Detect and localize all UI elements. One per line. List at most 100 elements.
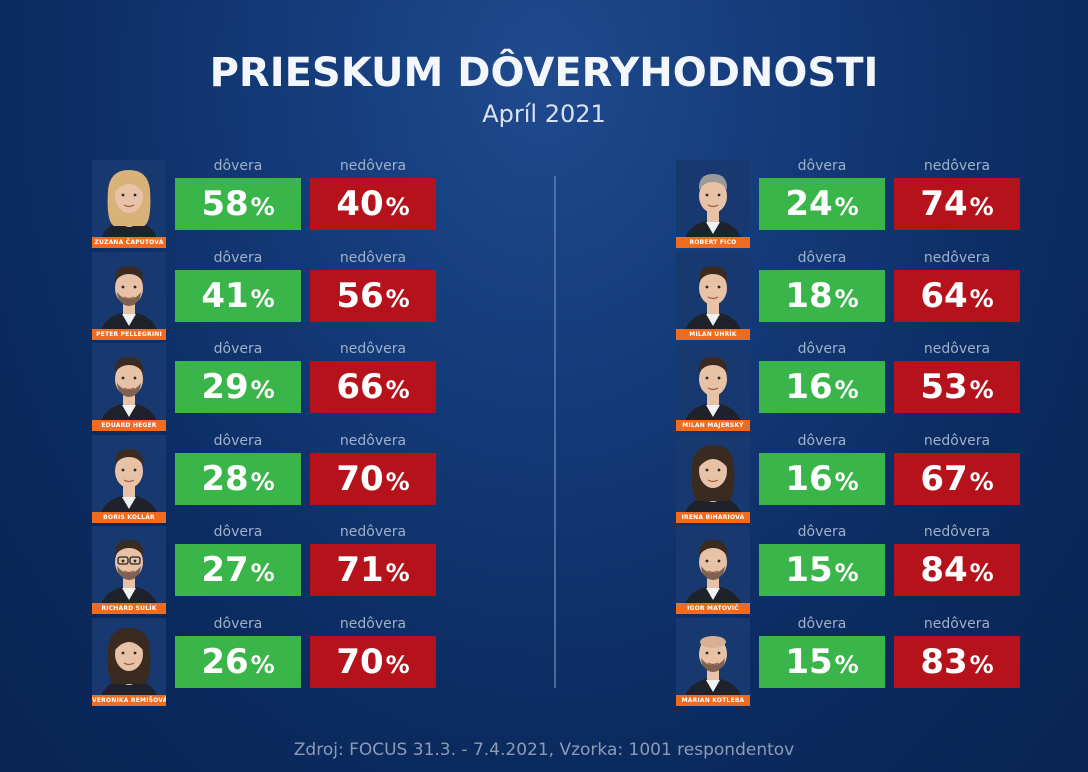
percent-sign: % [834, 650, 859, 679]
name-tag: RICHARD SULÍK [92, 603, 166, 614]
name-tag: MILAN UHRÍK [676, 328, 750, 340]
name-tag: ZUZANA ČAPUTOVÁ [92, 237, 166, 248]
distrust-value: 70 [336, 458, 384, 499]
trust-value: 18 [785, 275, 833, 316]
percent-sign: % [250, 284, 275, 313]
trust-label: dôvera [797, 615, 847, 632]
trust-value: 41 [201, 275, 249, 316]
man-beard-icon: EDUARD HEGER [92, 343, 166, 431]
trust-value-box: 15% [759, 544, 885, 596]
trust-value-box: 16% [759, 452, 885, 505]
distrust-value: 74 [920, 184, 968, 224]
man-portrait-icon: MILAN MAJERSKÝ [676, 343, 750, 431]
distrust-value: 40 [336, 184, 384, 224]
percent-sign: % [385, 650, 410, 679]
percent-sign: % [969, 650, 994, 679]
trust-value: 29 [201, 367, 249, 407]
table-row: ROBERT FICO dôvera nedôvera 24% 74% [676, 158, 1036, 250]
distrust-label: nedôvera [923, 158, 991, 174]
table-row: IRENA BIHARIOVÁ dôvera nedôvera 16% 67% [676, 433, 1036, 525]
distrust-value: 56 [336, 275, 384, 316]
right-column: ROBERT FICO dôvera nedôvera 24% 74% MILAN UHR… [676, 158, 1036, 707]
trust-value-box: 27% [175, 544, 301, 596]
percent-sign: % [969, 376, 994, 404]
percent-sign: % [385, 376, 410, 404]
percent-sign: % [385, 284, 410, 313]
percent-sign: % [834, 284, 859, 313]
table-row: MILAN MAJERSKÝ dôvera nedôvera 16% 53% [676, 341, 1036, 433]
trust-label: dôvera [797, 432, 847, 449]
distrust-label: nedôvera [923, 524, 991, 540]
table-row: MILAN UHRÍK dôvera nedôvera 18% 64% [676, 250, 1036, 342]
distrust-value-box: 70% [310, 635, 436, 688]
distrust-value-box: 53% [894, 361, 1020, 413]
percent-sign: % [250, 193, 275, 221]
table-row: BORIS KOLLÁR dôvera nedôvera 28% 70% [92, 433, 452, 525]
distrust-label: nedôvera [923, 341, 991, 357]
distrust-value-box: 40% [310, 178, 436, 230]
distrust-value: 67 [920, 458, 968, 499]
distrust-value-box: 71% [310, 544, 436, 596]
trust-value-box: 58% [175, 178, 301, 230]
name-tag: BORIS KOLLÁR [92, 511, 166, 523]
distrust-label: nedôvera [923, 615, 991, 632]
name-tag: ROBERT FICO [676, 237, 750, 248]
percent-sign: % [250, 559, 275, 587]
chart-title: PRIESKUM DÔVERYHODNOSTI [209, 50, 879, 96]
table-row: RICHARD SULÍK dôvera nedôvera 27% 71% [92, 524, 452, 616]
trust-value-box: 16% [759, 361, 885, 413]
distrust-value: 83 [920, 641, 968, 682]
distrust-value: 84 [920, 550, 968, 590]
source-note: Zdroj: FOCUS 31.3. - 7.4.2021, Vzorka: 1… [293, 740, 795, 760]
trust-value: 16 [785, 458, 833, 499]
chart-subtitle: Apríl 2021 [482, 100, 606, 128]
percent-sign: % [969, 193, 994, 221]
man-bald-icon: MARIAN KOTLEBA [676, 617, 750, 706]
name-tag: IRENA BIHARIOVÁ [676, 511, 750, 523]
distrust-label: nedôvera [339, 341, 407, 357]
trust-value-box: 41% [175, 269, 301, 322]
trust-label: dôvera [213, 249, 263, 266]
table-row: IGOR MATOVIČ dôvera nedôvera 15% 84% [676, 524, 1036, 616]
percent-sign: % [250, 467, 275, 496]
trust-label: dôvera [213, 615, 263, 632]
distrust-value-box: 56% [310, 269, 436, 322]
distrust-value-box: 74% [894, 178, 1020, 230]
name-tag: MILAN MAJERSKÝ [676, 420, 750, 431]
woman-dark-hair-icon: IRENA BIHARIOVÁ [676, 434, 750, 523]
trust-label: dôvera [797, 158, 847, 174]
distrust-value-box: 64% [894, 269, 1020, 322]
percent-sign: % [834, 193, 859, 221]
trust-value: 15 [785, 641, 833, 682]
percent-sign: % [969, 284, 994, 313]
trust-value-box: 15% [759, 635, 885, 688]
distrust-label: nedôvera [923, 249, 991, 266]
column-divider [554, 176, 556, 688]
name-tag: VERONIKA REMIŠOVÁ [92, 694, 166, 706]
percent-sign: % [834, 376, 859, 404]
name-tag: EDUARD HEGER [92, 420, 166, 431]
trust-value-box: 24% [759, 178, 885, 230]
trust-value-box: 26% [175, 635, 301, 688]
percent-sign: % [385, 559, 410, 587]
man-beard-icon: IGOR MATOVIČ [676, 526, 750, 614]
distrust-value: 71 [336, 550, 384, 590]
trust-label: dôvera [797, 249, 847, 266]
man-beard-icon: PETER PELLEGRINI [92, 251, 166, 340]
distrust-label: nedôvera [339, 432, 407, 449]
distrust-value: 53 [920, 367, 968, 407]
table-row: ZUZANA ČAPUTOVÁ dôvera nedôvera 58% 40% [92, 158, 452, 250]
table-row: VERONIKA REMIŠOVÁ dôvera nedôvera 26% 70% [92, 616, 452, 708]
table-row: MARIAN KOTLEBA dôvera nedôvera 15% 83% [676, 616, 1036, 708]
percent-sign: % [385, 193, 410, 221]
trust-value: 15 [785, 550, 833, 590]
distrust-value: 70 [336, 641, 384, 682]
distrust-label: nedôvera [339, 158, 407, 174]
percent-sign: % [834, 467, 859, 496]
distrust-value-box: 70% [310, 452, 436, 505]
man-grey-hair-icon: ROBERT FICO [676, 160, 750, 248]
man-portrait-icon: BORIS KOLLÁR [92, 434, 166, 523]
distrust-value-box: 83% [894, 635, 1020, 688]
percent-sign: % [250, 376, 275, 404]
trust-value: 24 [785, 184, 833, 224]
